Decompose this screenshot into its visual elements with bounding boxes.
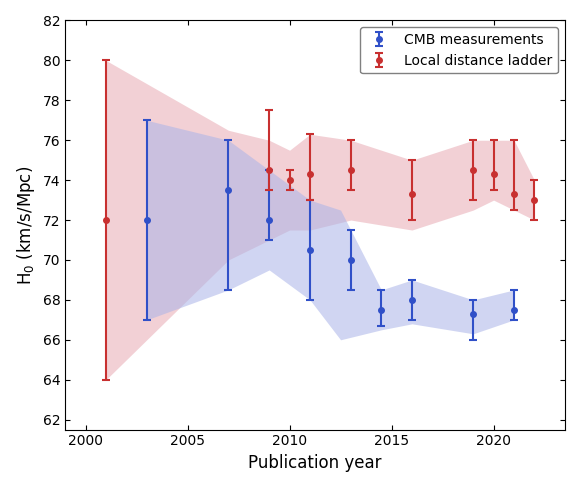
Legend: CMB measurements, Local distance ladder: CMB measurements, Local distance ladder	[360, 27, 558, 74]
X-axis label: Publication year: Publication year	[248, 454, 382, 472]
Y-axis label: H$_0$ (km/s/Mpc): H$_0$ (km/s/Mpc)	[15, 166, 37, 284]
